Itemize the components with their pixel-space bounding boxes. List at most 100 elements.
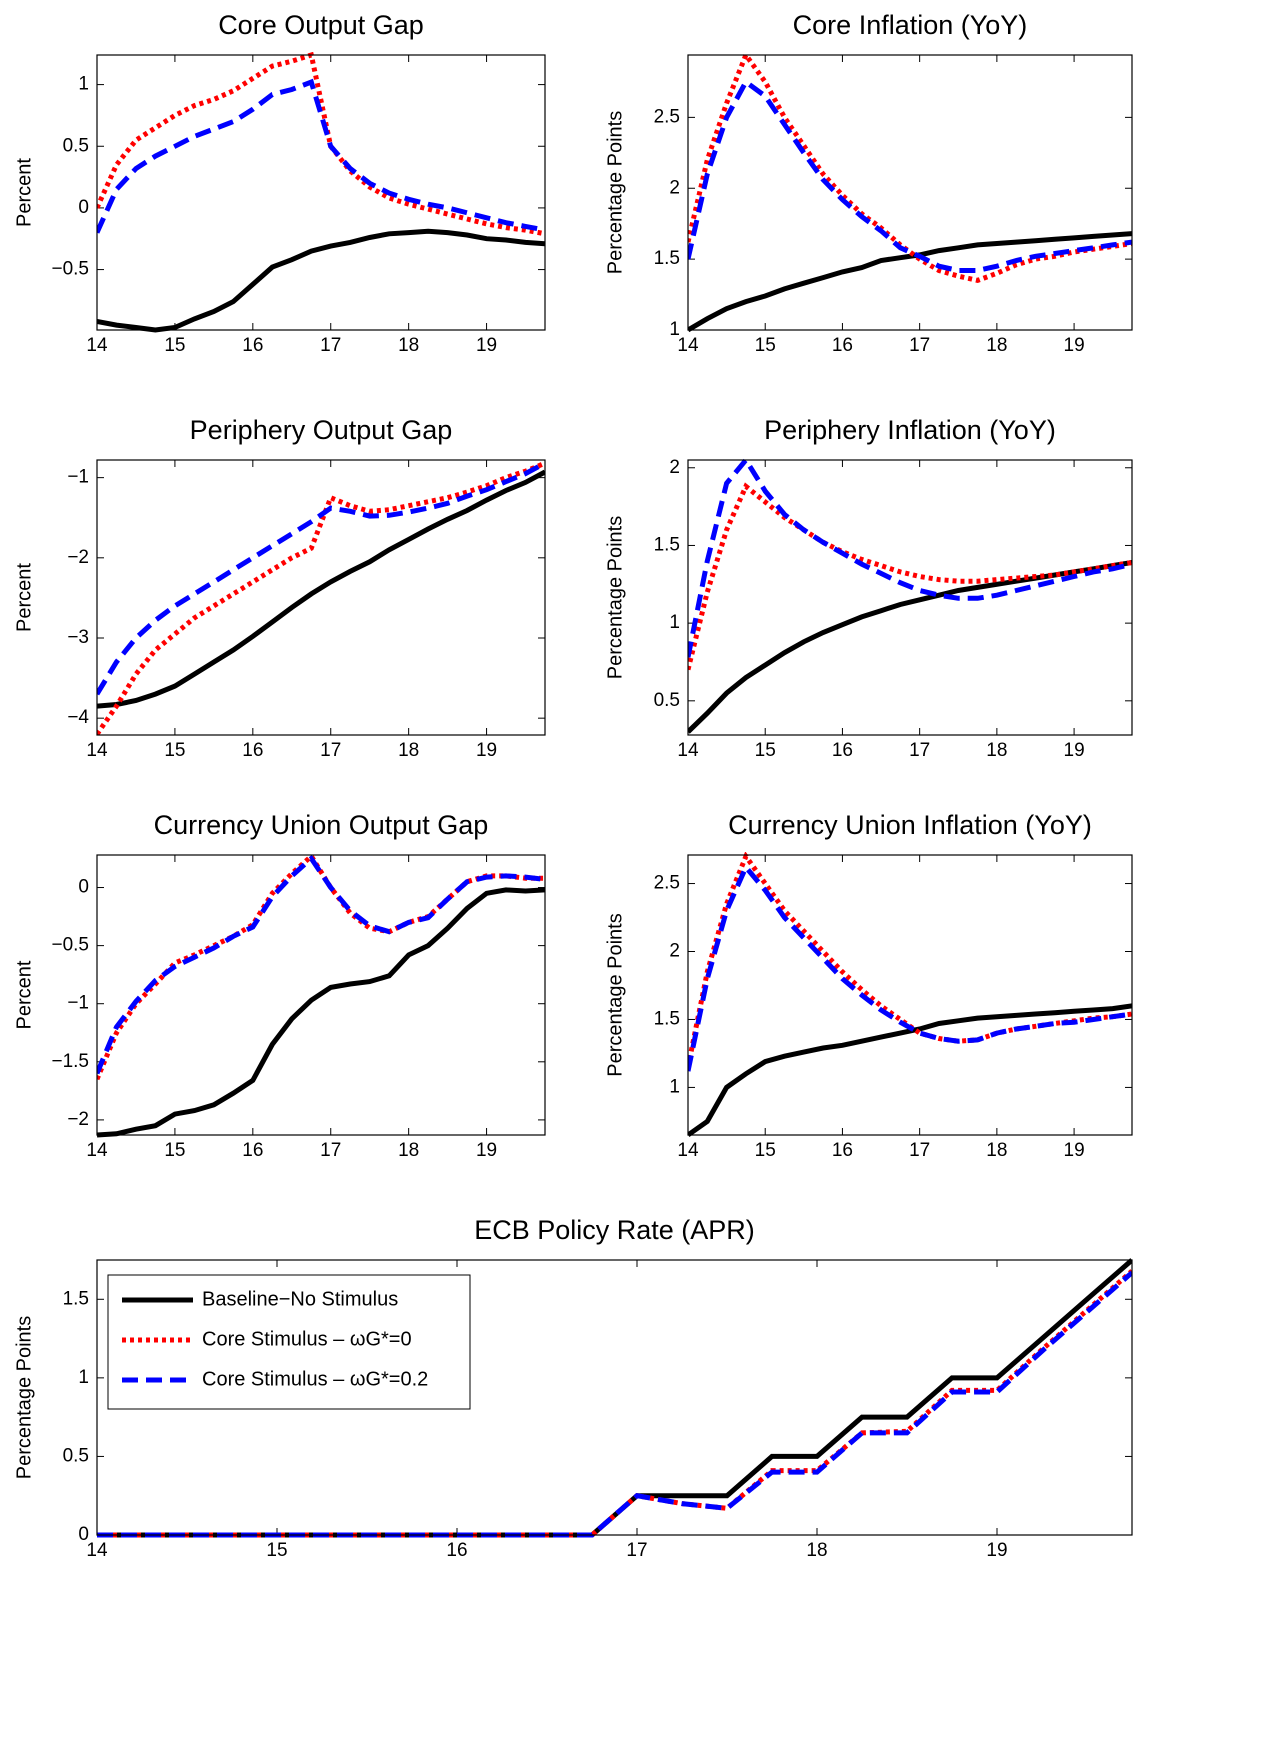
x-tick-label: 15 bbox=[164, 1140, 185, 1161]
x-tick-label: 15 bbox=[755, 740, 776, 761]
y-tick-label: 2 bbox=[669, 941, 680, 962]
x-tick-label: 17 bbox=[320, 1140, 341, 1161]
y-tick-label: 0 bbox=[78, 1524, 89, 1545]
x-tick-label: 19 bbox=[1064, 335, 1085, 356]
x-tick-label: 16 bbox=[242, 1140, 263, 1161]
y-tick-label: 1.5 bbox=[654, 1008, 680, 1029]
legend-label: Baseline−No Stimulus bbox=[202, 1288, 398, 1310]
x-tick-label: 18 bbox=[986, 335, 1007, 356]
y-tick-label: 1.5 bbox=[654, 534, 680, 555]
y-tick-label: −1 bbox=[67, 993, 89, 1014]
y-tick-label: 1 bbox=[669, 1076, 680, 1097]
x-tick-label: 16 bbox=[242, 335, 263, 356]
chart-title: Currency Union Inflation (YoY) bbox=[728, 810, 1092, 840]
x-tick-label: 18 bbox=[806, 1540, 827, 1561]
series-line bbox=[688, 862, 1132, 1072]
chart-panel: Periphery Inflation (YoY) Percentage Poin… bbox=[604, 415, 1133, 761]
x-tick-label: 17 bbox=[320, 740, 341, 761]
y-tick-label: 0.5 bbox=[654, 690, 680, 711]
chart-panel: Core Output Gap Percent −0.5 0 0.5 1 14 15 16 17 1… bbox=[13, 10, 546, 356]
y-tick-label: 0.5 bbox=[63, 1445, 89, 1466]
axes-box bbox=[96, 54, 546, 331]
y-tick-label: −0.5 bbox=[51, 259, 89, 280]
series-line bbox=[688, 1003, 1132, 1138]
series-line bbox=[97, 460, 545, 736]
y-tick-label: 0 bbox=[78, 197, 89, 218]
x-tick-label: 19 bbox=[986, 1540, 1007, 1561]
y-tick-label: 1 bbox=[669, 319, 680, 340]
x-tick-label: 14 bbox=[677, 1140, 699, 1161]
y-axis-label: Percent bbox=[13, 158, 35, 227]
x-tick-label: 15 bbox=[755, 335, 776, 356]
x-tick-label: 19 bbox=[476, 740, 497, 761]
axes-box bbox=[96, 854, 546, 1136]
series-line bbox=[97, 460, 545, 696]
plot-area bbox=[688, 855, 1132, 1135]
series-line bbox=[97, 887, 545, 1138]
series-line bbox=[97, 52, 545, 237]
chart-panel: Core Inflation (YoY) Percentage Points 1 1.… bbox=[604, 10, 1133, 356]
y-tick-label: 1 bbox=[669, 612, 680, 633]
y-axis-label: Percentage Points bbox=[604, 516, 626, 679]
x-tick-label: 16 bbox=[446, 1540, 467, 1561]
y-axis-label: Percentage Points bbox=[604, 111, 626, 274]
x-tick-label: 15 bbox=[266, 1540, 287, 1561]
chart-panel: Periphery Output Gap Percent −4 −3 −2 −1 14 15 1… bbox=[13, 415, 546, 761]
x-tick-label: 15 bbox=[164, 740, 185, 761]
x-tick-label: 14 bbox=[86, 1140, 108, 1161]
axes-box bbox=[687, 854, 1133, 1136]
x-tick-label: 15 bbox=[164, 335, 185, 356]
series-line bbox=[688, 482, 1132, 671]
y-tick-label: 1.5 bbox=[63, 1288, 89, 1309]
x-tick-label: 18 bbox=[398, 740, 419, 761]
y-tick-label: −1 bbox=[67, 467, 89, 488]
x-tick-label: 17 bbox=[909, 740, 930, 761]
series-line bbox=[97, 469, 545, 709]
y-tick-label: 2 bbox=[669, 457, 680, 478]
x-tick-label: 15 bbox=[755, 1140, 776, 1161]
x-tick-label: 18 bbox=[398, 1140, 419, 1161]
x-tick-label: 18 bbox=[398, 335, 419, 356]
plot-area bbox=[97, 460, 545, 735]
y-axis-label: Percent bbox=[13, 960, 35, 1029]
y-tick-label: −4 bbox=[67, 707, 89, 728]
axes-box bbox=[96, 459, 546, 736]
axes-box bbox=[687, 459, 1133, 736]
series-line bbox=[688, 78, 1132, 273]
y-tick-label: 0.5 bbox=[63, 135, 89, 156]
x-tick-label: 14 bbox=[86, 335, 108, 356]
y-tick-label: −0.5 bbox=[51, 935, 89, 956]
x-tick-label: 19 bbox=[1064, 740, 1085, 761]
series-line bbox=[688, 457, 1132, 658]
y-tick-label: 2.5 bbox=[654, 873, 680, 894]
y-tick-label: 1 bbox=[78, 74, 89, 95]
x-tick-label: 16 bbox=[832, 335, 853, 356]
chart-title: Periphery Output Gap bbox=[190, 415, 453, 445]
legend-box bbox=[107, 1274, 471, 1410]
x-tick-label: 14 bbox=[677, 335, 699, 356]
x-tick-label: 18 bbox=[986, 740, 1007, 761]
y-tick-label: 2.5 bbox=[654, 106, 680, 127]
y-axis-label: Percentage Points bbox=[604, 913, 626, 1076]
x-tick-label: 14 bbox=[86, 740, 108, 761]
y-axis-label: Percentage Points bbox=[13, 1316, 35, 1479]
x-tick-label: 17 bbox=[909, 1140, 930, 1161]
x-tick-label: 14 bbox=[677, 740, 699, 761]
y-tick-label: −1.5 bbox=[51, 1051, 89, 1072]
axes-box bbox=[96, 1259, 1133, 1536]
chart-panel: Currency Union Inflation (YoY) Percentage… bbox=[604, 810, 1133, 1161]
x-tick-label: 17 bbox=[909, 335, 930, 356]
plot-area bbox=[688, 460, 1132, 735]
series-line bbox=[97, 854, 545, 1075]
chart-panel: Currency Union Output Gap Percent −2 −1.5 −1… bbox=[13, 810, 546, 1161]
y-tick-label: −3 bbox=[67, 627, 89, 648]
y-tick-label: −2 bbox=[67, 547, 89, 568]
chart-panel: ECB Policy Rate (APR) Percentage Points 0 0… bbox=[13, 1215, 1133, 1561]
y-axis-label: Percent bbox=[13, 563, 35, 632]
x-tick-label: 17 bbox=[320, 335, 341, 356]
x-tick-label: 17 bbox=[626, 1540, 647, 1561]
y-tick-label: 0 bbox=[78, 877, 89, 898]
x-tick-label: 16 bbox=[832, 1140, 853, 1161]
axes-box bbox=[687, 54, 1133, 331]
